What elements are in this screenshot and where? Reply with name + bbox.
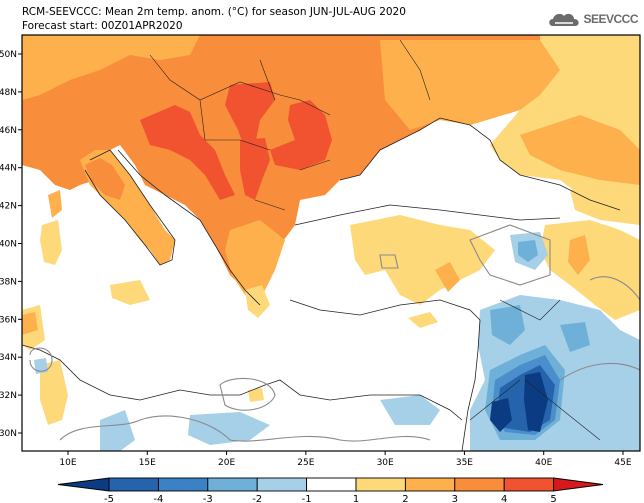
colorbar-bin xyxy=(57,477,110,492)
colorbar: -5 -4 -3 -2 -1 1 2 3 4 5 xyxy=(57,477,604,503)
lat-tick-label: 46N xyxy=(0,126,17,136)
colorbar-label: 1 xyxy=(353,494,359,503)
lat-tick-label: 32N xyxy=(0,391,17,401)
colorbar-label: 5 xyxy=(550,494,556,503)
anomaly-region-eastturkey-2to3 xyxy=(568,235,590,275)
zero-contours xyxy=(29,224,640,442)
lon-tick-label: 35E xyxy=(456,458,473,468)
anomaly-region-anatolia-2to3 xyxy=(435,262,460,292)
coastline-levant xyxy=(461,319,481,451)
anomaly-region-libya-pos xyxy=(248,388,264,402)
contour-line xyxy=(59,415,431,442)
contour-line xyxy=(469,224,551,286)
contour-line xyxy=(29,347,53,372)
anomaly-region-east-2to3 xyxy=(520,115,640,185)
coastline-turkey-north xyxy=(294,204,561,226)
lon-tick-label: 25E xyxy=(297,458,314,468)
anomaly-region-peloponnese xyxy=(245,285,270,318)
colorbar-bin xyxy=(404,477,456,492)
forecast-start-label: Forecast start: 00Z01APR2020 xyxy=(22,20,183,32)
lat-tick-label: 30N xyxy=(0,429,17,439)
colorbar-bin xyxy=(355,477,406,492)
lon-tick-label: 40E xyxy=(535,458,552,468)
anomaly-region-mideast-neg2 xyxy=(490,305,525,345)
lon-tick-label: 10E xyxy=(59,458,76,468)
anomaly-region-africa-neg1-b xyxy=(188,412,270,445)
anomaly-region-sicily xyxy=(110,280,150,305)
chart-title: RCM-SEEVCCC: Mean 2m temp. anom. (°C) fo… xyxy=(22,6,406,18)
lon-tick-label: 15E xyxy=(139,458,156,468)
cloud-icon xyxy=(549,13,580,26)
coastline-adriatic-east xyxy=(117,149,261,306)
anomaly-region-greece-2to3 xyxy=(225,220,285,300)
coastline-italy xyxy=(84,149,176,266)
anomaly-region-romania-4to5 xyxy=(270,100,332,170)
colorbar-bin xyxy=(553,477,604,492)
lat-tick-label: 36N xyxy=(0,315,17,325)
lon-tick-label: 45E xyxy=(614,458,631,468)
anomaly-region-sardinia xyxy=(40,220,62,265)
anomaly-region-iraq-neg2 xyxy=(560,322,590,352)
longitude-axis: 10E 15E 20E 25E 30E 35E 40E 45E xyxy=(59,451,632,468)
colorbar-bin xyxy=(503,477,555,492)
anomaly-region-corsica xyxy=(48,190,62,218)
contour-line xyxy=(219,377,276,411)
anomaly-region-jordan-neg5-west xyxy=(490,398,512,432)
colorbar-bin xyxy=(454,477,505,492)
logo-text: SEEVCCC xyxy=(583,12,638,26)
contour-line xyxy=(379,254,399,269)
anomaly-region-balkans-4to5-west xyxy=(140,105,235,200)
border-lines xyxy=(149,39,601,441)
anomaly-region-jordan-neg5-east xyxy=(524,372,548,432)
coastline-africa xyxy=(22,344,463,421)
colorbar-label: 4 xyxy=(501,494,507,503)
lat-tick-label: 44N xyxy=(0,164,17,174)
colorbar-label: 2 xyxy=(402,494,408,503)
lat-tick-label: 42N xyxy=(0,202,17,212)
anomaly-region-libya-1to2 xyxy=(40,360,68,425)
lat-tick-label: 38N xyxy=(0,277,17,287)
colorbar-label: -2 xyxy=(252,494,262,503)
colorbar-bin xyxy=(157,477,209,492)
anomaly-region-tunisia-2to3 xyxy=(22,312,38,335)
anomaly-region-anatolia-1to2 xyxy=(350,215,495,305)
contour-line xyxy=(589,276,640,301)
map-field xyxy=(22,35,640,451)
anomaly-region-italy-3to4 xyxy=(85,158,125,200)
colorbar-bin xyxy=(207,477,258,492)
coastline-turkey-south xyxy=(289,299,481,321)
colorbar-label: 3 xyxy=(452,494,458,503)
anomaly-region-hungary-4to5 xyxy=(225,82,275,150)
latitude-axis: 50N 48N 46N 44N 42N 40N 38N 36N 34N 32N 30N xyxy=(0,50,22,439)
lon-tick-label: 30E xyxy=(377,458,394,468)
anomaly-region-africa-neg1-a xyxy=(100,410,135,451)
coastlines xyxy=(22,39,621,451)
contour-line xyxy=(559,362,640,381)
anomaly-region-egypt-neg1 xyxy=(380,395,440,425)
anomaly-region-cyprus xyxy=(408,312,438,328)
anomaly-region-africa-neg1-c xyxy=(34,358,48,374)
anomaly-region-ukraine-2to3 xyxy=(380,40,560,130)
colorbar-bin xyxy=(108,477,159,492)
lat-tick-label: 34N xyxy=(0,353,17,363)
colorbar-label: -3 xyxy=(203,494,213,503)
colorbar-label: -1 xyxy=(302,494,312,503)
colorbar-bin xyxy=(256,477,308,492)
anomaly-region-caucasus-1to2 xyxy=(570,188,640,225)
anomaly-region-anatolia-neg2 xyxy=(518,240,538,262)
lon-tick-label: 20E xyxy=(218,458,235,468)
lat-tick-label: 50N xyxy=(0,50,17,60)
anomaly-region-north-2to3 xyxy=(22,35,200,100)
colorbar-label: -4 xyxy=(153,494,163,503)
colorbar-bin xyxy=(306,477,357,492)
seevccc-logo: SEEVCCC xyxy=(547,10,638,28)
coastline-black-sea xyxy=(339,117,621,211)
lat-tick-label: 40N xyxy=(0,240,17,250)
colorbar-label: -5 xyxy=(104,494,114,503)
anomaly-region-eastturkey-1to2 xyxy=(540,220,640,320)
lat-tick-label: 48N xyxy=(0,88,17,98)
anomaly-region-serbia-4to5 xyxy=(240,138,270,200)
